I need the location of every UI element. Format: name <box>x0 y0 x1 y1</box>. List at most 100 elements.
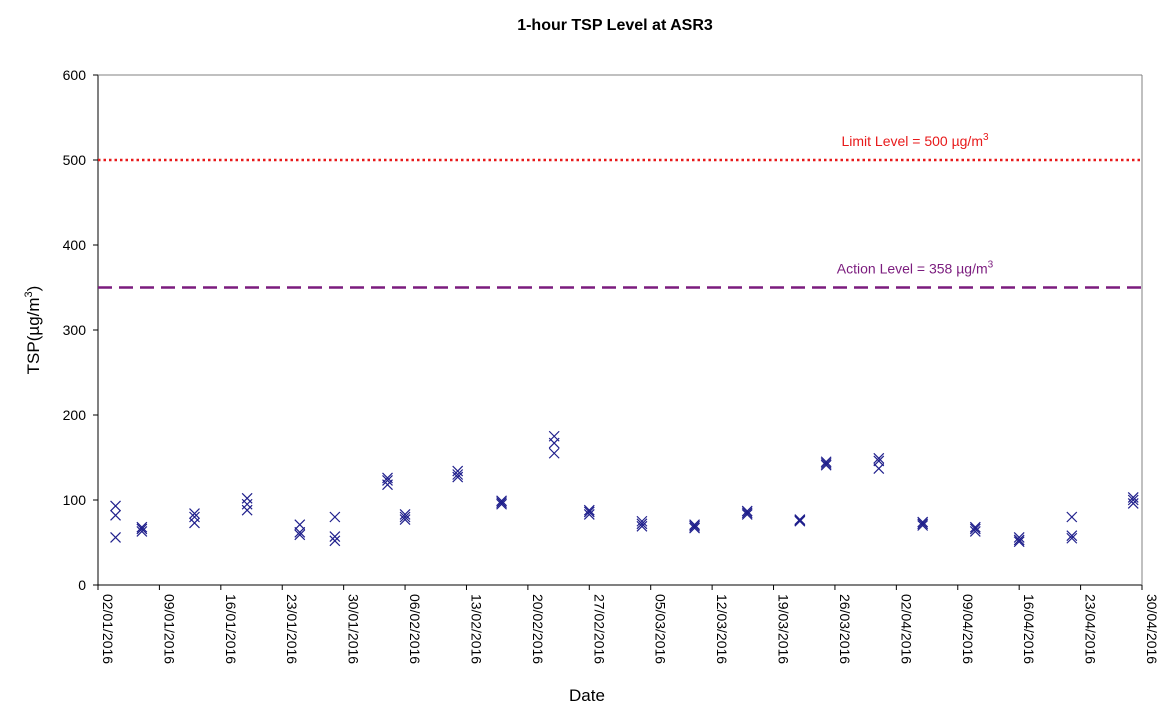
data-point <box>636 520 648 532</box>
data-point <box>136 526 148 537</box>
data-point <box>496 498 507 510</box>
x-tick-label: 23/04/2016 <box>1083 594 1099 664</box>
data-point <box>189 517 200 529</box>
x-axis-ticks: 02/01/2016 09/01/2016 16/01/2016 23/01/2016… <box>97 585 1160 664</box>
limit-level-label-text: Limit Level = 500 µg/m <box>841 133 983 149</box>
data-point <box>873 463 885 474</box>
data-point <box>1066 532 1078 544</box>
data-point <box>794 514 806 525</box>
data-point <box>399 514 411 525</box>
data-point <box>969 521 981 533</box>
data-point <box>496 495 507 507</box>
data-point <box>689 522 700 534</box>
x-tick-label: 05/03/2016 <box>653 594 669 664</box>
chart-title: 1-hour TSP Level at ASR3 <box>517 17 713 34</box>
data-point <box>329 531 341 542</box>
data-point <box>136 521 148 533</box>
action-level-label: Action Level = 358 µg/m3 <box>837 260 994 277</box>
x-tick-label: 23/01/2016 <box>284 594 300 664</box>
data-point <box>741 507 753 519</box>
y-axis-label-main: TSP(µg/m <box>24 297 43 374</box>
y-axis-label: TSP(µg/m3) <box>23 286 43 375</box>
data-point <box>1127 497 1139 509</box>
data-point <box>820 459 832 471</box>
data-point <box>382 479 393 491</box>
y-tick-label: 400 <box>63 237 87 253</box>
data-point <box>399 511 411 523</box>
x-tick-label: 02/01/2016 <box>100 594 116 664</box>
data-point <box>969 523 981 535</box>
data-point <box>689 520 700 532</box>
x-tick-label: 19/03/2016 <box>776 594 792 664</box>
data-point <box>917 520 929 531</box>
data-point <box>548 447 560 459</box>
action-level-label-text: Action Level = 358 µg/m <box>837 261 988 277</box>
data-point <box>1066 511 1078 523</box>
data-point <box>636 518 648 530</box>
data-point <box>1066 530 1078 542</box>
data-point <box>548 437 560 449</box>
data-point <box>741 505 753 517</box>
y-tick-label: 600 <box>63 67 87 83</box>
x-tick-label: 30/04/2016 <box>1144 594 1160 664</box>
x-tick-label: 06/02/2016 <box>407 594 423 664</box>
action-level-label-sup: 3 <box>988 260 994 271</box>
data-point <box>583 504 595 516</box>
y-tick-label: 200 <box>63 407 87 423</box>
x-tick-label: 16/04/2016 <box>1021 594 1037 664</box>
data-point <box>294 519 306 531</box>
data-points <box>110 430 1139 548</box>
limit-level-label-sup: 3 <box>983 132 989 143</box>
x-tick-label: 02/04/2016 <box>898 594 914 664</box>
data-point <box>382 475 393 486</box>
data-point <box>110 509 121 521</box>
data-point <box>1127 494 1139 506</box>
x-tick-label: 30/01/2016 <box>346 594 362 664</box>
y-axis-ticks: 0 100 200 300 400 500 600 <box>63 67 98 593</box>
data-point <box>1013 531 1025 543</box>
data-point <box>917 516 929 528</box>
y-axis-label-sup: 3 <box>23 291 35 297</box>
data-point <box>399 509 411 520</box>
data-point <box>689 519 700 531</box>
data-point <box>820 456 832 468</box>
data-point <box>820 458 832 469</box>
y-tick-label: 100 <box>63 492 87 508</box>
y-tick-label: 500 <box>63 152 87 168</box>
data-point <box>329 511 341 523</box>
data-point <box>969 526 981 537</box>
data-point <box>294 529 306 541</box>
data-point <box>636 515 648 527</box>
y-tick-label: 0 <box>78 577 86 593</box>
data-point <box>241 498 253 510</box>
data-point <box>452 469 464 480</box>
data-point <box>794 515 806 527</box>
data-point <box>241 504 253 516</box>
x-tick-label: 27/02/2016 <box>591 594 607 664</box>
data-point <box>583 509 595 520</box>
limit-level-label: Limit Level = 500 µg/m3 <box>841 132 989 149</box>
data-point <box>241 492 253 504</box>
data-point <box>873 455 885 467</box>
data-point <box>1127 492 1139 503</box>
x-tick-label: 09/01/2016 <box>161 594 177 664</box>
x-tick-label: 13/02/2016 <box>468 594 484 664</box>
data-point <box>294 526 306 538</box>
data-point <box>1013 534 1025 546</box>
data-point <box>917 518 929 530</box>
data-point <box>329 535 341 547</box>
data-point <box>741 509 753 520</box>
x-tick-label: 09/04/2016 <box>960 594 976 664</box>
x-tick-label: 20/02/2016 <box>530 594 546 664</box>
data-point <box>136 523 148 535</box>
y-axis-label-close: ) <box>24 286 43 292</box>
data-point <box>1013 536 1025 548</box>
y-tick-label: 300 <box>63 322 87 338</box>
x-tick-label: 16/01/2016 <box>223 594 239 664</box>
data-point <box>110 531 121 543</box>
x-tick-label: 26/03/2016 <box>837 594 853 664</box>
data-point <box>873 452 885 464</box>
data-point <box>189 508 200 520</box>
